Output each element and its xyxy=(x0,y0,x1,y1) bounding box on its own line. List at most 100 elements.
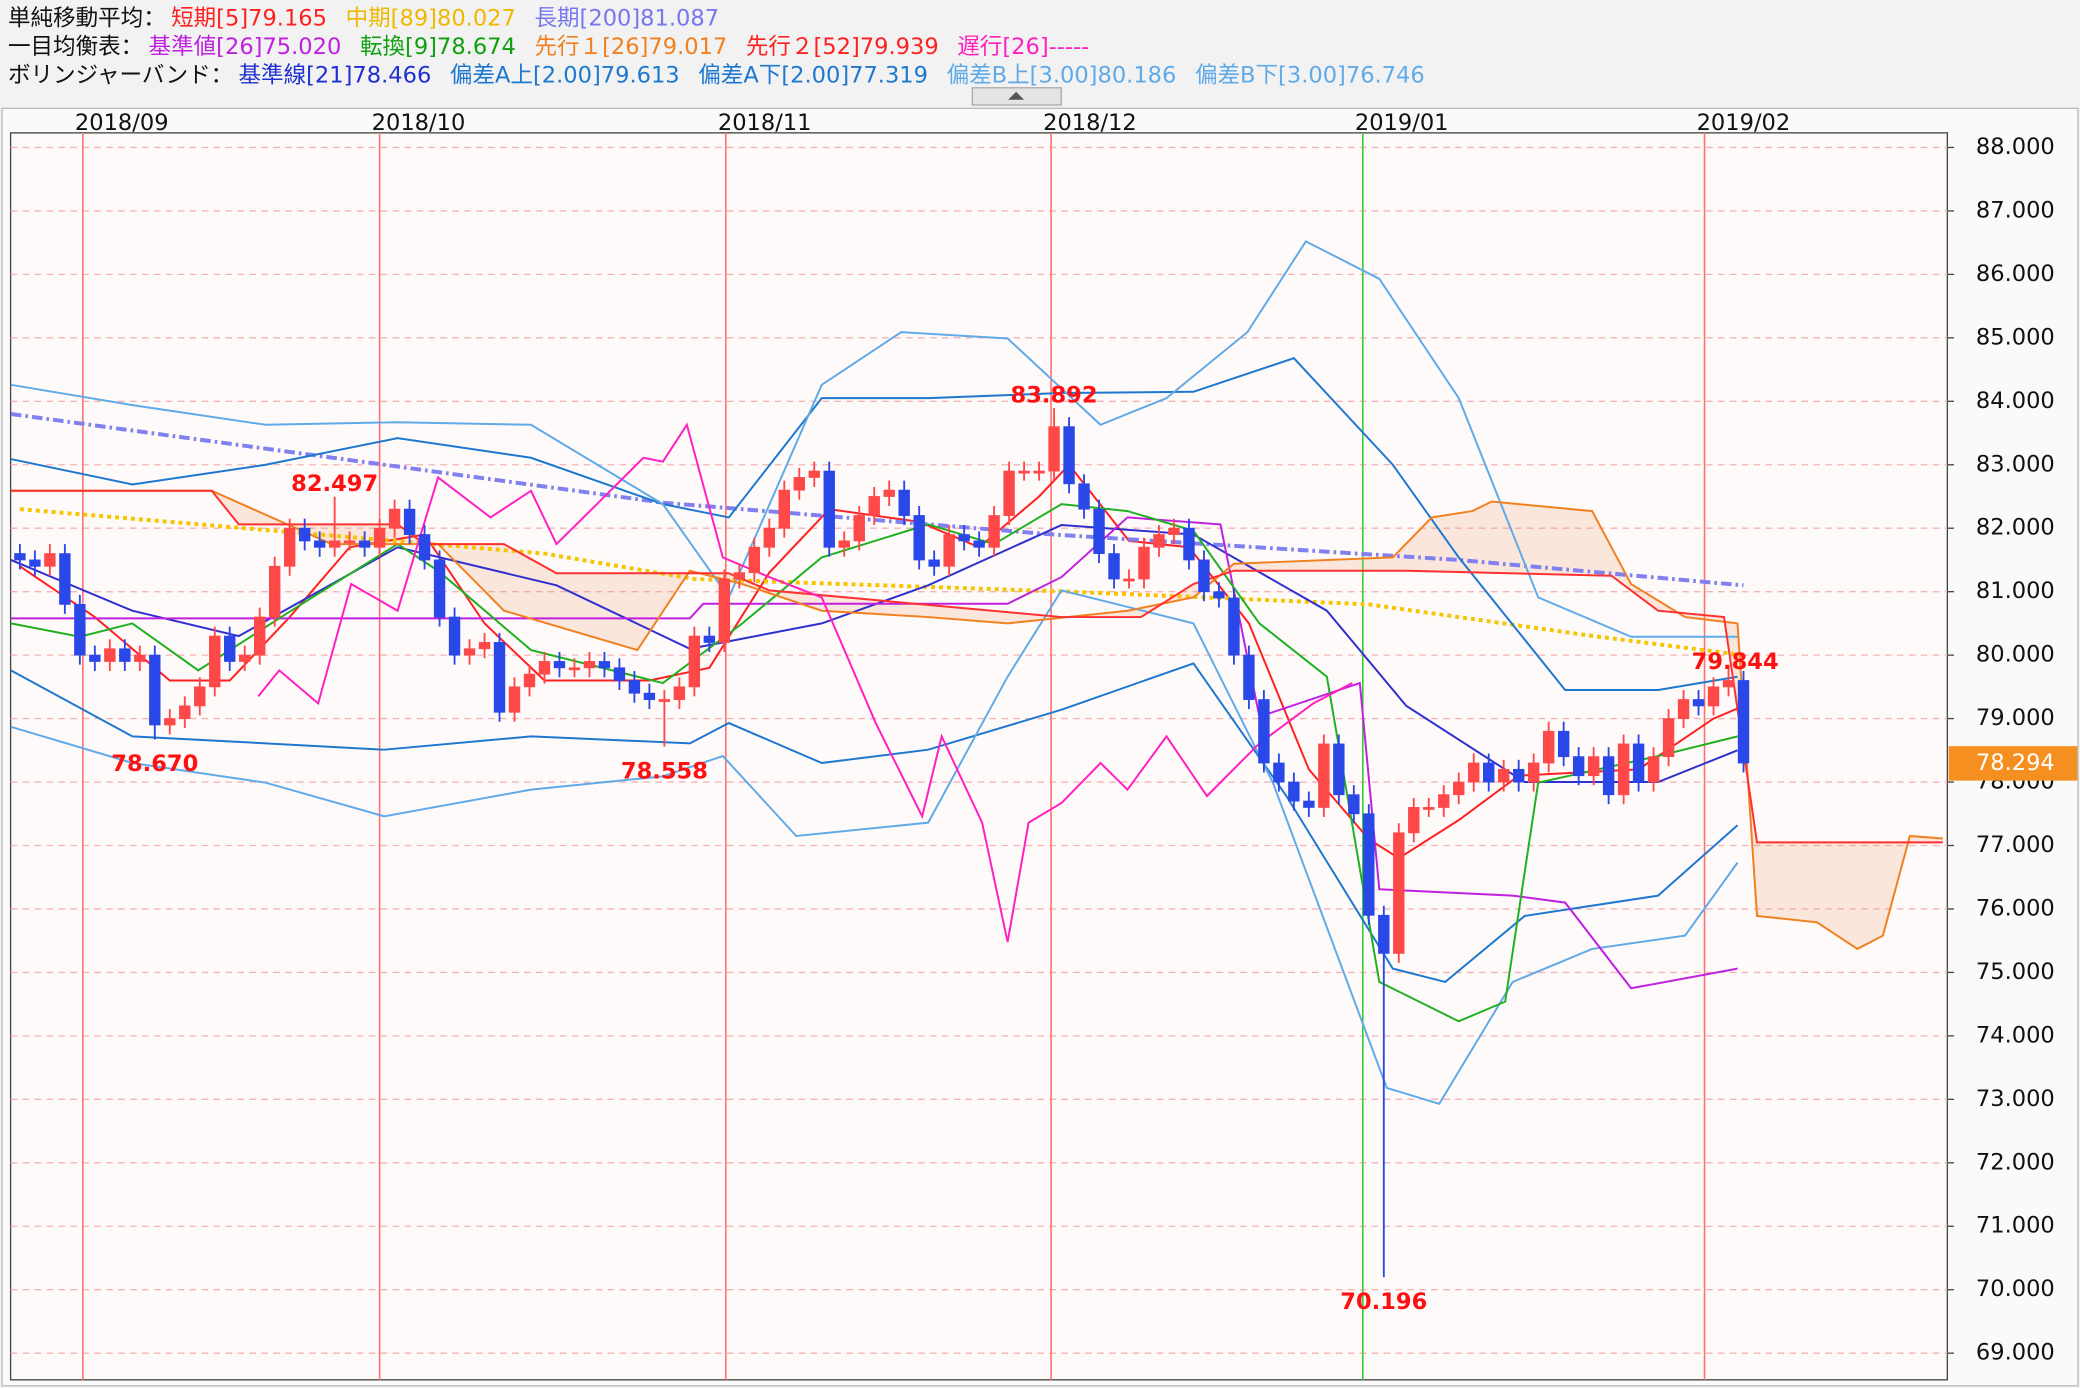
candle-body xyxy=(1632,743,1645,783)
candle-body xyxy=(463,648,476,656)
legend-item: 偏差A下[2.00]77.319 xyxy=(698,62,928,88)
candle-body xyxy=(988,515,1000,548)
candle-body xyxy=(328,540,341,548)
candle-body xyxy=(29,559,41,567)
candle-body xyxy=(1258,699,1270,764)
candle-body xyxy=(1542,730,1555,764)
candle-body xyxy=(224,635,236,662)
legend-item: 長期[200]81.087 xyxy=(534,5,719,31)
y-tick-label: 73.000 xyxy=(1976,1086,2055,1112)
y-tick-label: 69.000 xyxy=(1976,1340,2055,1366)
candle-body xyxy=(1243,654,1255,700)
candle-body xyxy=(658,699,671,702)
legend-item: 先行１[26]79.017 xyxy=(534,34,727,60)
legend-item: 転換[9]78.674 xyxy=(360,34,516,60)
candle-body xyxy=(1483,762,1495,783)
legend-item: 遅行[26]----- xyxy=(957,34,1089,60)
candle-body xyxy=(703,635,716,643)
x-tick-label: 2019/01 xyxy=(1355,110,1449,136)
legend-item: 短期[5]79.165 xyxy=(171,5,327,31)
candle-body xyxy=(538,661,551,675)
candle-body xyxy=(583,661,596,669)
candle-body xyxy=(119,648,131,662)
indicator-line xyxy=(10,412,1744,588)
candle-body xyxy=(44,553,56,567)
candle-body xyxy=(1318,743,1330,808)
y-tick-label: 88.000 xyxy=(1976,134,2055,160)
legend-label: ボリンジャーバンド： xyxy=(8,62,233,88)
candle-body xyxy=(313,540,326,548)
y-tick-label: 85.000 xyxy=(1976,324,2055,350)
candle-body xyxy=(283,527,296,567)
collapse-arrow[interactable] xyxy=(1008,91,1025,100)
candle-body xyxy=(1303,800,1315,808)
candle-body xyxy=(1153,534,1165,548)
x-tick-label: 2018/12 xyxy=(1043,110,1137,136)
y-tick-label: 75.000 xyxy=(1976,959,2055,985)
candle-body xyxy=(14,553,26,561)
y-tick-label: 76.000 xyxy=(1976,895,2055,921)
candle-body xyxy=(164,718,176,726)
y-tick-label: 82.000 xyxy=(1976,515,2055,541)
last-price-box xyxy=(1948,746,2078,781)
candle-body xyxy=(1228,597,1240,656)
candle-body xyxy=(1183,527,1195,561)
legend-item: 偏差B下[3.00]76.746 xyxy=(1195,62,1425,88)
candle-body xyxy=(1587,756,1600,777)
candle-body xyxy=(493,642,506,713)
price-annotation: 70.196 xyxy=(1340,1289,1427,1315)
candle-body xyxy=(853,515,865,542)
y-tick-label: 87.000 xyxy=(1976,197,2055,223)
candle-body xyxy=(643,692,656,700)
candle-body xyxy=(1453,781,1465,796)
candle-body xyxy=(1168,527,1180,535)
candle-body xyxy=(1737,680,1750,764)
price-annotation: 79.844 xyxy=(1692,649,1779,675)
candle-body xyxy=(1348,794,1360,815)
candle-body xyxy=(928,559,940,567)
candle-body xyxy=(179,705,191,719)
candle-body xyxy=(673,686,686,700)
candle-body xyxy=(898,489,910,516)
candle-body xyxy=(1273,762,1285,783)
x-tick-label: 2019/02 xyxy=(1697,110,1791,136)
candle-body xyxy=(613,667,626,681)
y-tick-label: 77.000 xyxy=(1976,832,2055,858)
indicator-line xyxy=(257,422,1353,943)
candle-body xyxy=(1093,508,1105,554)
candle-body xyxy=(553,661,566,669)
candle-body xyxy=(373,527,386,548)
candle-body xyxy=(1512,768,1525,783)
price-annotation: 83.892 xyxy=(1011,383,1098,409)
candle-body xyxy=(1527,762,1540,783)
candle-body xyxy=(1393,832,1405,954)
candle-body xyxy=(74,603,86,656)
candle-body xyxy=(1408,807,1420,834)
candle-body xyxy=(508,686,521,713)
indicator-line xyxy=(10,516,1738,990)
y-tick-label: 79.000 xyxy=(1976,705,2055,731)
candle-body xyxy=(598,661,611,669)
legend-item: 偏差A上[2.00]79.613 xyxy=(450,62,680,88)
candle-body xyxy=(1677,699,1690,719)
candle-body xyxy=(1138,546,1150,580)
y-tick-label: 86.000 xyxy=(1976,261,2055,287)
candle-body xyxy=(943,534,955,567)
indicator-line xyxy=(10,589,1739,1105)
candle-body xyxy=(733,572,746,580)
candle-body xyxy=(149,654,161,726)
candle-body xyxy=(1423,807,1435,810)
candle-body xyxy=(1288,781,1300,802)
x-tick-label: 2018/11 xyxy=(718,110,812,136)
price-annotation: 82.497 xyxy=(291,471,378,497)
candle-body xyxy=(718,578,731,643)
candle-body xyxy=(1198,559,1210,593)
candle-body xyxy=(343,540,356,544)
candle-body xyxy=(823,470,835,548)
indicator-line xyxy=(10,240,1738,638)
candle-body xyxy=(1468,762,1480,783)
candle-body xyxy=(1048,426,1060,472)
legend-label: 一目均衡表： xyxy=(8,34,143,60)
price-annotation: 78.670 xyxy=(111,751,198,777)
